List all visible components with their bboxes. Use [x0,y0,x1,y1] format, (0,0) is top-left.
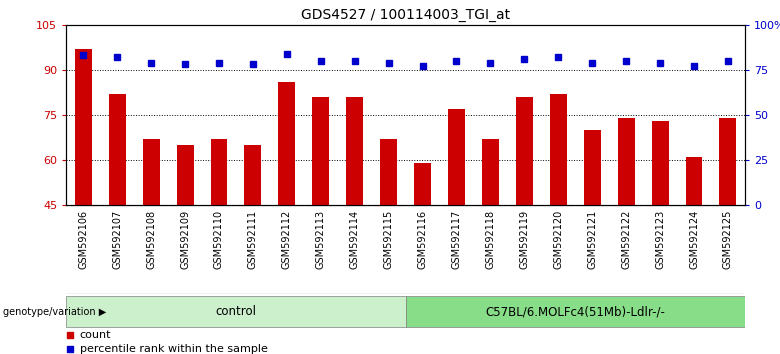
Bar [651,121,668,205]
Text: control: control [215,305,257,318]
Bar [618,118,635,205]
Bar [75,49,92,205]
Bar [448,109,465,205]
Text: GSM592117: GSM592117 [452,210,462,269]
Text: GSM592119: GSM592119 [519,210,530,269]
Text: GSM592110: GSM592110 [214,210,224,269]
Text: GSM592108: GSM592108 [146,210,156,269]
Bar [312,97,329,205]
Text: GSM592120: GSM592120 [553,210,563,269]
Text: GSM592115: GSM592115 [384,210,394,269]
FancyBboxPatch shape [406,296,745,327]
Text: GSM592109: GSM592109 [180,210,190,269]
Text: GSM592125: GSM592125 [723,210,733,269]
Bar [108,94,126,205]
Text: GSM592106: GSM592106 [78,210,88,269]
Bar [583,130,601,205]
Bar [211,139,228,205]
Bar [516,97,533,205]
Text: GSM592112: GSM592112 [282,210,292,269]
Text: GSM592121: GSM592121 [587,210,597,269]
Bar [278,82,296,205]
Text: GSM592113: GSM592113 [316,210,326,269]
FancyBboxPatch shape [66,296,406,327]
Bar [176,145,193,205]
Bar [414,163,431,205]
Text: count: count [80,330,112,341]
Text: GSM592116: GSM592116 [417,210,427,269]
Text: percentile rank within the sample: percentile rank within the sample [80,344,268,354]
Text: GSM592122: GSM592122 [621,210,631,269]
Text: GSM592123: GSM592123 [655,210,665,269]
Title: GDS4527 / 100114003_TGI_at: GDS4527 / 100114003_TGI_at [301,8,510,22]
Text: GSM592107: GSM592107 [112,210,122,269]
Bar [143,139,160,205]
Bar [482,139,499,205]
Text: GSM592118: GSM592118 [485,210,495,269]
Bar [686,157,703,205]
Bar [346,97,363,205]
Text: GSM592124: GSM592124 [689,210,699,269]
Text: C57BL/6.MOLFc4(51Mb)-Ldlr-/-: C57BL/6.MOLFc4(51Mb)-Ldlr-/- [485,305,665,318]
Bar [380,139,397,205]
Text: genotype/variation ▶: genotype/variation ▶ [3,307,107,316]
Text: GSM592114: GSM592114 [349,210,360,269]
Bar [550,94,567,205]
Bar [719,118,736,205]
Text: GSM592111: GSM592111 [248,210,258,269]
Bar [244,145,261,205]
